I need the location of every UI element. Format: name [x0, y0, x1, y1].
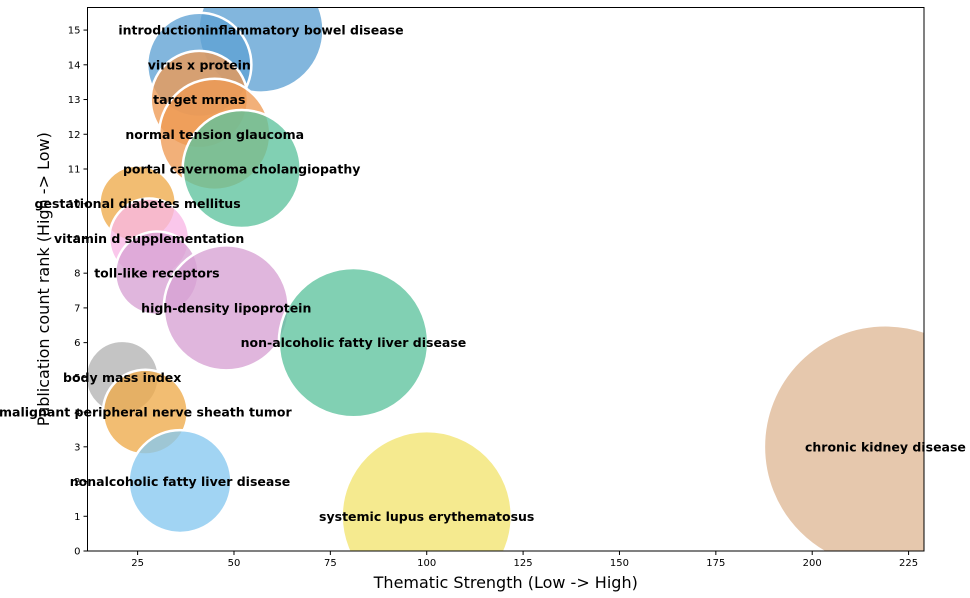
bubble: [127, 428, 233, 535]
y-tick-label: 13: [68, 95, 81, 106]
x-tick-label: 200: [803, 558, 822, 569]
plot-frame: [87, 7, 925, 552]
x-tick-label: 175: [706, 558, 725, 569]
bubble-label: nonalcoholic fatty liver disease: [70, 474, 290, 489]
bubble-label: virus x protein: [148, 57, 251, 72]
bubble-label: malignant peripheral nerve sheath tumor: [0, 405, 292, 420]
bubble-label: portal cavernoma cholangiopathy: [123, 161, 360, 176]
bubble: [181, 108, 302, 230]
x-tick-label: 75: [324, 558, 337, 569]
bubble-label: introductioninflammatory bowel disease: [118, 23, 403, 38]
x-tick-label: 25: [131, 558, 144, 569]
y-axis-title: Publication count rank (High -> Low): [34, 132, 53, 426]
bubble-label: toll-like receptors: [94, 266, 219, 281]
x-tick-label: 125: [514, 558, 533, 569]
bubble: [277, 266, 430, 419]
bubble-label: non-alcoholic fatty liver disease: [241, 335, 467, 350]
x-axis-title: Thematic Strength (Low -> High): [373, 573, 638, 592]
x-tick-label: 225: [899, 558, 918, 569]
bubble-label: gestational diabetes mellitus: [35, 196, 241, 211]
y-tick-label: 12: [68, 130, 81, 141]
y-tick-label: 9: [74, 234, 80, 245]
y-tick-label: 2: [74, 477, 80, 488]
y-tick-label: 3: [74, 442, 80, 453]
bubble-label: chronic kidney disease: [805, 439, 966, 454]
bubble-label: body mass index: [63, 370, 181, 385]
bubble-label: systemic lupus erythematosus: [319, 509, 534, 524]
y-tick-label: 4: [74, 408, 80, 419]
y-tick-label: 7: [74, 303, 80, 314]
bubble-label: target mrnas: [153, 92, 245, 107]
y-tick-label: 15: [68, 26, 81, 37]
y-tick-label: 14: [68, 60, 81, 71]
y-tick-label: 0: [74, 547, 80, 558]
y-tick-label: 6: [74, 338, 80, 349]
x-tick-label: 50: [228, 558, 241, 569]
x-tick-label: 100: [417, 558, 436, 569]
x-tick-label: 150: [610, 558, 629, 569]
y-tick-label: 1: [74, 512, 80, 523]
bubble-label: vitamin d supplementation: [54, 231, 244, 246]
y-tick-label: 11: [68, 164, 81, 175]
bubble-label: normal tension glaucoma: [125, 127, 304, 142]
bubble: [340, 429, 514, 551]
bubble: [762, 324, 924, 551]
y-tick-label: 5: [74, 373, 80, 384]
bubble-label: high-density lipoprotein: [141, 300, 311, 315]
y-tick-label: 8: [74, 269, 80, 280]
y-tick-label: 10: [68, 199, 81, 210]
